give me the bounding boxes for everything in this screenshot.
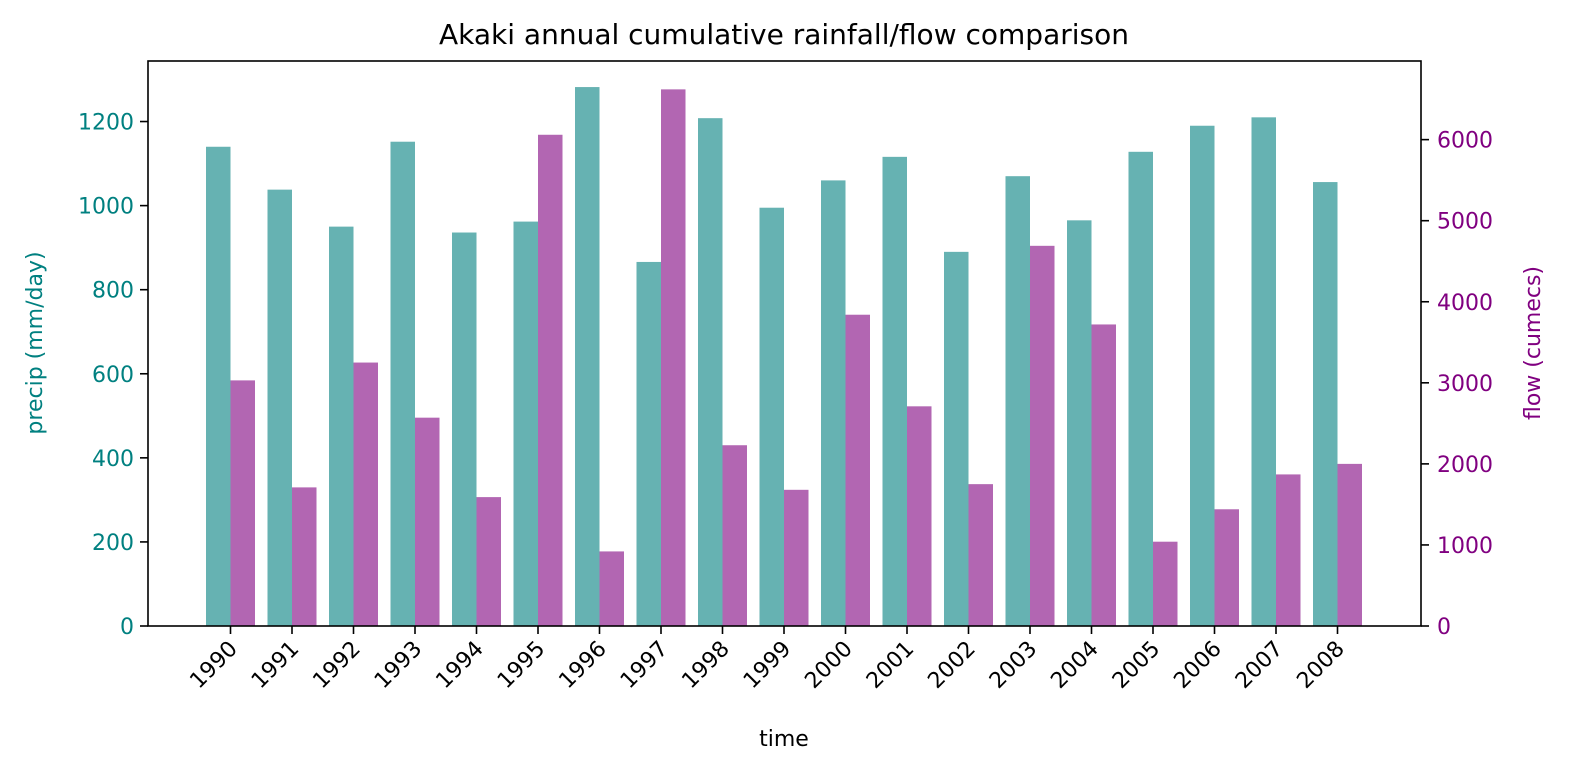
precip-bar-1998 (698, 118, 723, 627)
precip-bar-1995 (513, 221, 538, 626)
flow-bar-2002 (968, 484, 993, 626)
x-tick-label: 1994 (431, 637, 488, 694)
x-tick-label: 1996 (554, 637, 611, 694)
x-tick-label: 2007 (1231, 637, 1288, 694)
left-tick-label: 600 (92, 363, 134, 388)
flow-bar-2005 (1153, 541, 1178, 626)
x-tick-label: 2008 (1292, 637, 1349, 694)
precip-bar-2003 (1005, 176, 1030, 626)
x-tick-label: 1991 (247, 637, 304, 694)
flow-bar-2003 (1030, 245, 1055, 626)
flow-bar-2006 (1214, 509, 1239, 626)
flow-bar-1996 (599, 551, 624, 626)
flow-bar-1993 (415, 417, 440, 626)
x-tick-label: 2001 (862, 637, 919, 694)
x-tick-label: 1998 (677, 637, 734, 694)
precip-bar-2007 (1251, 117, 1276, 626)
right-tick-label: 0 (1437, 615, 1451, 640)
precip-bar-1996 (575, 87, 600, 627)
precip-bar-2004 (1067, 220, 1092, 626)
flow-bar-1990 (230, 380, 255, 626)
precip-bar-1991 (267, 189, 292, 626)
flow-bar-1994 (476, 497, 501, 626)
precip-bar-1993 (390, 141, 415, 626)
precip-bar-2006 (1190, 125, 1215, 626)
chart-title: Akaki annual cumulative rainfall/flow co… (439, 18, 1129, 51)
x-tick-label: 2003 (985, 637, 1042, 694)
precip-bar-1997 (636, 261, 661, 626)
x-tick-label: 1993 (370, 637, 427, 694)
x-tick-label: 1999 (739, 637, 796, 694)
flow-bar-1991 (292, 487, 317, 626)
precip-bar-1990 (206, 146, 231, 627)
precip-bar-2001 (882, 156, 907, 627)
flow-bar-2004 (1091, 324, 1116, 626)
precip-bar-2005 (1128, 151, 1153, 626)
x-axis-ticks: 1990 1991 1992 1993 1994 1995 1996 1997 1998 1999… (185, 626, 1350, 694)
x-tick-label: 1997 (616, 637, 673, 694)
right-tick-label: 3000 (1437, 372, 1493, 397)
flow-bar-1992 (353, 362, 378, 626)
left-tick-label: 800 (92, 279, 134, 304)
x-tick-label: 2002 (923, 637, 980, 694)
precip-bar-1999 (759, 207, 784, 626)
precip-bar-2002 (944, 251, 969, 626)
left-tick-label: 1200 (78, 111, 134, 136)
left-tick-label: 1000 (78, 195, 134, 220)
x-tick-label: 2004 (1046, 637, 1103, 694)
right-tick-label: 4000 (1437, 291, 1493, 316)
right-tick-label: 1000 (1437, 534, 1493, 559)
left-tick-label: 0 (120, 615, 134, 640)
left-axis-ticks: 0 200 400 600 800 1000 1200 (78, 111, 148, 640)
flow-bar-2000 (845, 314, 870, 626)
x-axis-label: time (759, 727, 809, 752)
right-tick-label: 5000 (1437, 210, 1493, 235)
y-axis-label-left: precip (mm/day) (23, 251, 48, 434)
left-tick-label: 200 (92, 531, 134, 556)
right-axis-ticks: 0 1000 2000 3000 4000 5000 6000 (1421, 129, 1493, 640)
bars-layer (206, 87, 1362, 627)
flow-bar-2008 (1337, 463, 1362, 626)
x-tick-label: 1992 (308, 637, 365, 694)
flow-bar-2001 (907, 406, 932, 626)
left-tick-label: 400 (92, 447, 134, 472)
flow-bar-1995 (538, 134, 563, 626)
flow-bar-1998 (722, 445, 747, 626)
x-tick-label: 2006 (1169, 637, 1226, 694)
x-tick-label: 2005 (1108, 637, 1165, 694)
x-tick-label: 1990 (185, 637, 242, 694)
precip-bar-1994 (452, 232, 477, 626)
precip-bar-2008 (1313, 182, 1338, 627)
plot-frame (147, 60, 1422, 627)
right-tick-label: 2000 (1437, 453, 1493, 478)
precip-bar-2000 (821, 180, 846, 626)
precip-bar-1992 (329, 226, 354, 626)
flow-bar-1997 (661, 89, 686, 627)
flow-bar-2007 (1276, 474, 1301, 626)
x-tick-label: 2000 (800, 637, 857, 694)
flow-bar-1999 (784, 489, 809, 626)
y-axis-label-right: flow (cumecs) (1521, 266, 1546, 420)
right-tick-label: 6000 (1437, 129, 1493, 154)
x-tick-label: 1995 (493, 637, 550, 694)
